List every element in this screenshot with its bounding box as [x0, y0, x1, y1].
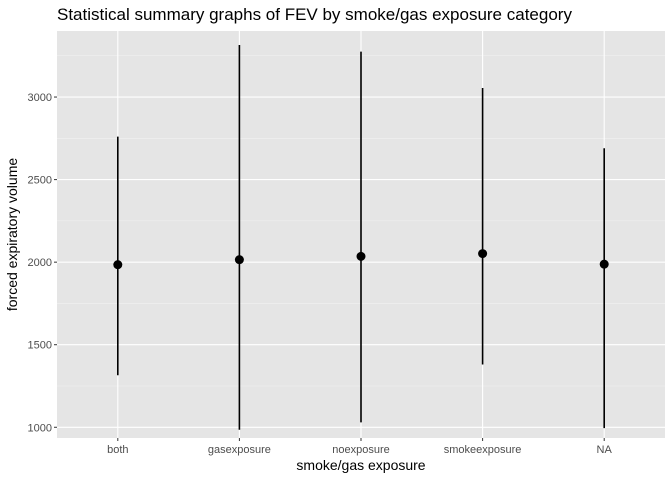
y-axis-title: forced expiratory volume [4, 158, 20, 312]
y-tick-label: 3000 [28, 92, 52, 104]
x-axis-title: smoke/gas exposure [296, 457, 425, 473]
chart-title: Statistical summary graphs of FEV by smo… [57, 5, 572, 24]
x-tick-label: NA [597, 444, 613, 456]
x-tick-label: noexposure [332, 444, 390, 456]
y-tick-label: 2000 [28, 257, 52, 269]
mean-point-noexposure [356, 251, 366, 261]
mean-point-NA [599, 259, 609, 269]
mean-point-both [113, 260, 123, 270]
x-tick-label: gasexposure [208, 444, 271, 456]
y-tick-label: 2500 [28, 175, 52, 187]
mean-point-smokeexposure [478, 249, 488, 259]
y-tick-label: 1500 [28, 340, 52, 352]
data-marks [113, 45, 609, 430]
x-tick-label: smokeexposure [444, 444, 522, 456]
x-tick-label: both [107, 444, 128, 456]
mean-point-gasexposure [234, 255, 244, 265]
y-tick-label: 1000 [28, 422, 52, 434]
y-axis: 1000 1500 2000 2500 3000 [28, 92, 57, 434]
x-axis: both gasexposure noexposure smokeexposure NA [107, 438, 613, 456]
